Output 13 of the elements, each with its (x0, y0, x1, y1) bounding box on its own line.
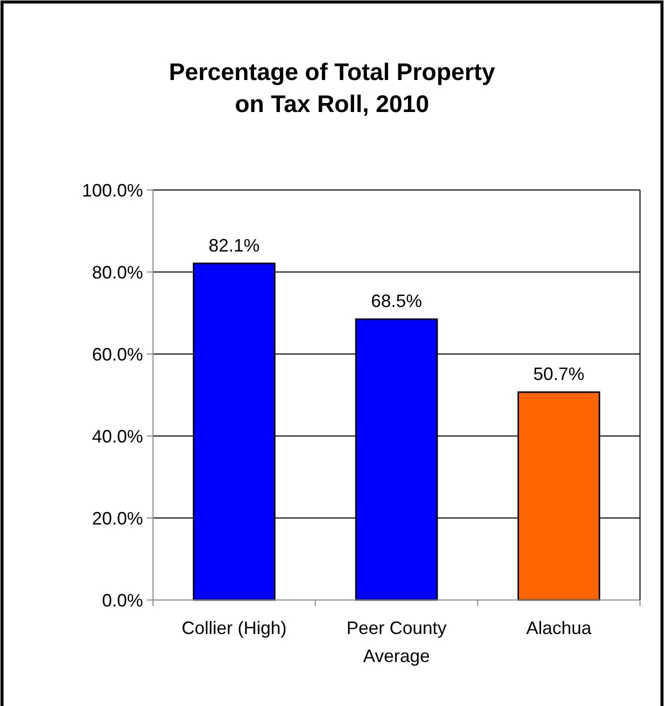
y-tick-label: 0.0% (102, 590, 143, 610)
y-tick-label: 80.0% (92, 262, 143, 282)
x-tick-label: Alachua (526, 618, 592, 638)
chart-title: Percentage of Total Property on Tax Roll, 2010 (168, 59, 496, 118)
data-label: 82.1% (208, 235, 260, 256)
x-tick-label: Peer County Average (346, 618, 447, 666)
data-label: 68.5% (370, 291, 422, 312)
y-tick-label: 100.0% (82, 180, 143, 200)
data-label: 50.7% (533, 364, 584, 384)
y-tick-label: 20.0% (92, 508, 143, 528)
y-tick-label: 60.0% (92, 344, 143, 364)
x-tick-label: Collier (High) (182, 618, 287, 638)
y-tick-label: 40.0% (92, 426, 143, 446)
